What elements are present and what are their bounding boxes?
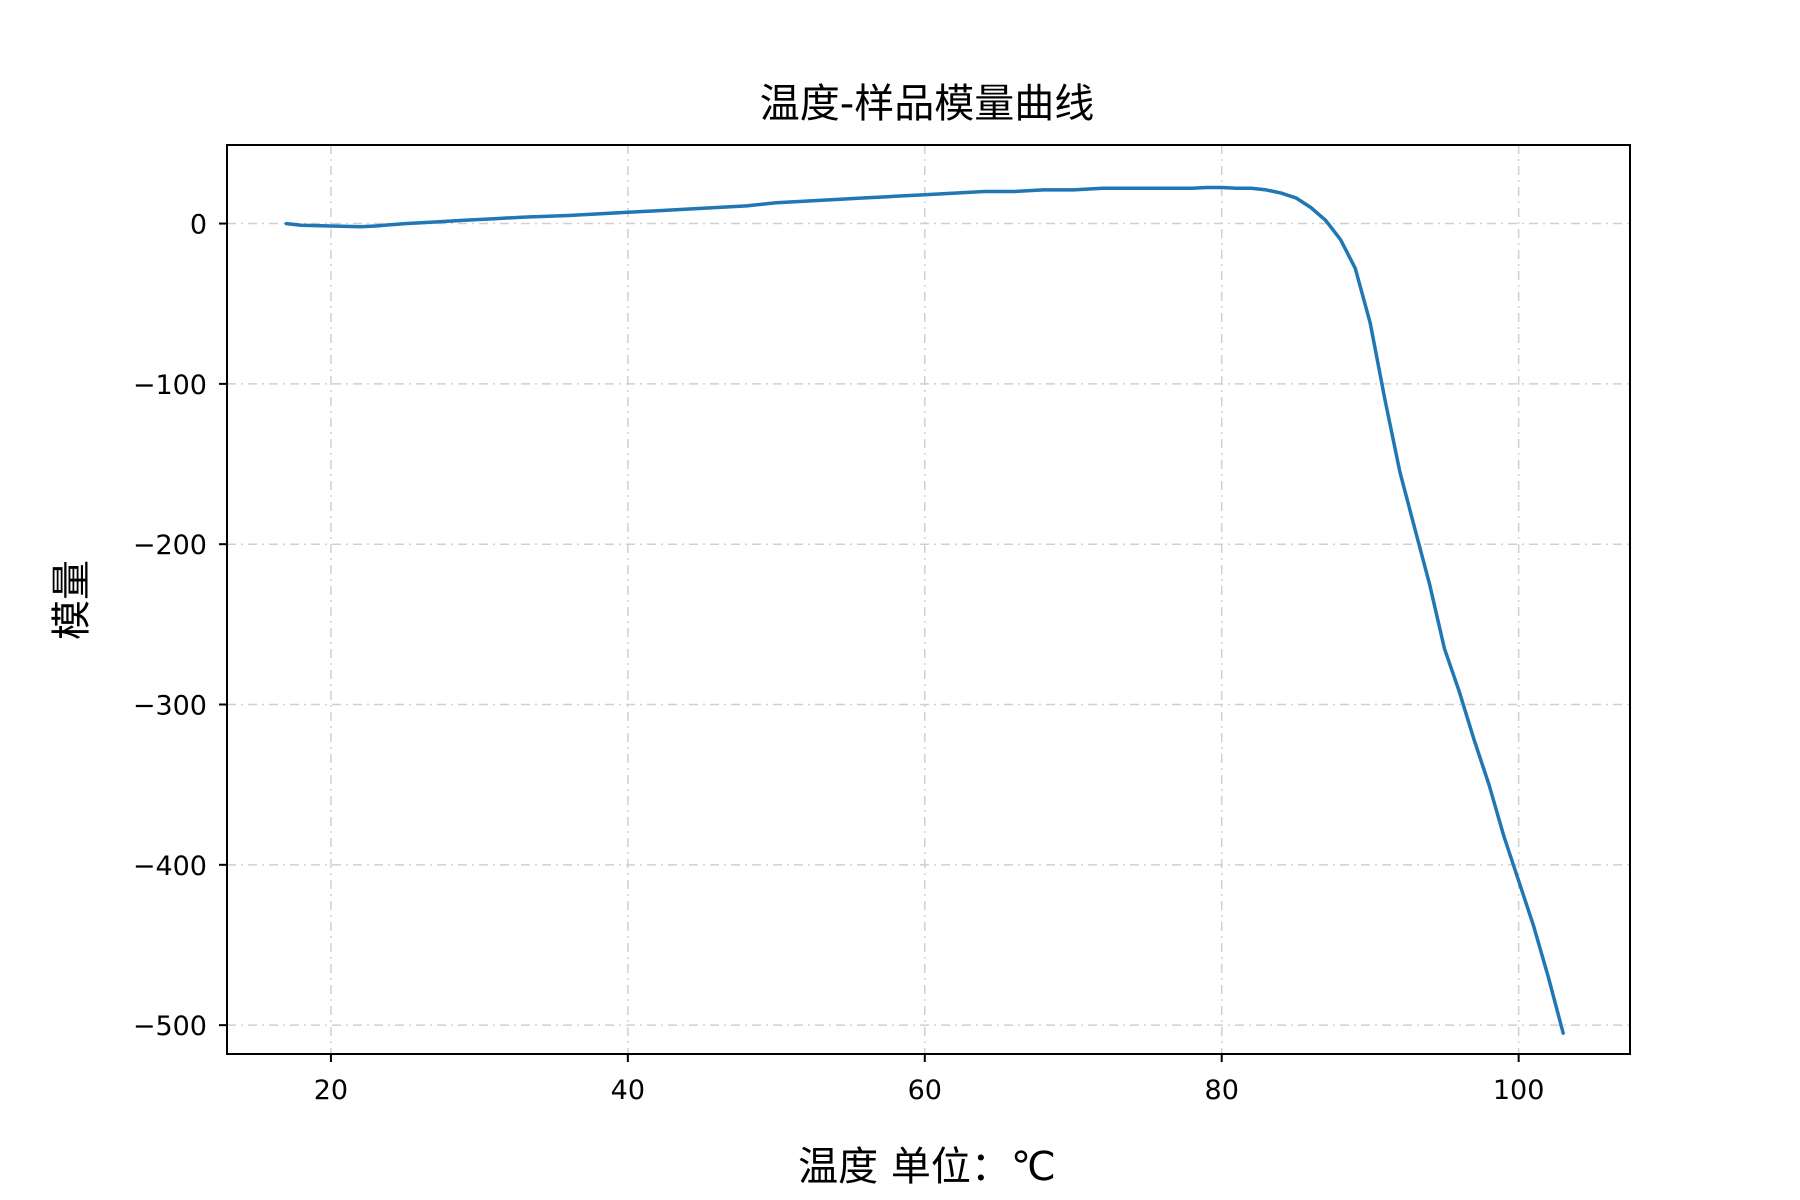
x-tick-label: 60	[908, 1075, 942, 1106]
x-tick-label: 40	[611, 1075, 645, 1106]
grid-layer	[227, 145, 1630, 1054]
y-tick-label: −200	[133, 530, 207, 561]
y-tick-label: −100	[133, 370, 207, 401]
chart-title: 温度-样品模量曲线	[760, 81, 1094, 127]
tick-layer: 20 40 60 80 100 0 −100 −200 −300 −400 −500	[133, 210, 1545, 1106]
y-tick-label: −500	[133, 1011, 207, 1042]
y-tick-label: 0	[190, 210, 207, 241]
x-tick-label: 80	[1205, 1075, 1239, 1106]
series-line	[284, 185, 1565, 1035]
plot-frame	[226, 144, 1631, 1055]
x-axis-label: 温度 单位：℃	[798, 1144, 1056, 1190]
y-tick-label: −400	[133, 851, 207, 882]
x-tick-label: 100	[1493, 1075, 1545, 1106]
y-axis-label: 模量	[49, 560, 95, 640]
y-tick-label: −300	[133, 691, 207, 722]
x-tick-label: 20	[314, 1075, 348, 1106]
series-layer	[284, 185, 1565, 1035]
